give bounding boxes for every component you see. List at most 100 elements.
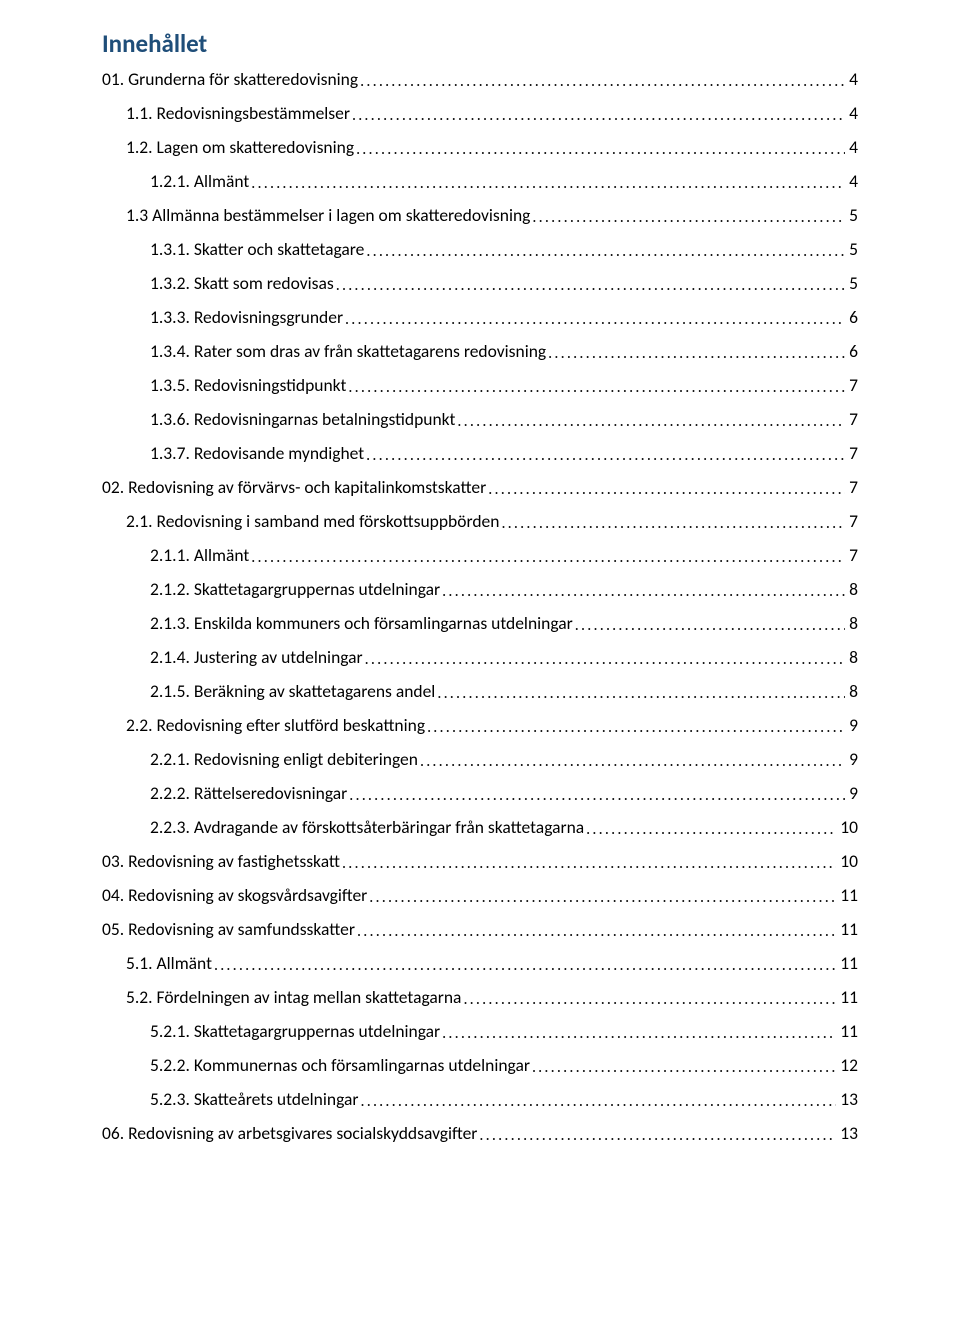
toc-entry-label: 5.1. Allmänt [126, 955, 214, 973]
toc-entry[interactable]: 1.2.1. Allmänt 4 [150, 173, 858, 191]
toc-entry-label: 2.1. Redovisning i samband med förskotts… [126, 513, 501, 531]
toc-entry-page: 7 [845, 377, 858, 395]
toc-entry[interactable]: 5.2. Fördelningen av intag mellan skatte… [126, 989, 858, 1007]
toc-entry-page: 6 [845, 309, 858, 327]
toc-entry-page: 4 [845, 173, 858, 191]
toc-entry[interactable]: 06. Redovisning av arbetsgivares socials… [102, 1125, 858, 1143]
toc-entry[interactable]: 1.1. Redovisningsbestämmelser 4 [126, 105, 858, 123]
toc-entry-label: 2.1.3. Enskilda kommuners och församling… [150, 615, 575, 633]
toc-entry-page: 11 [836, 955, 858, 973]
toc-entry[interactable]: 1.3.3. Redovisningsgrunder 6 [150, 309, 858, 327]
toc-entry-label: 1.3.3. Redovisningsgrunder [150, 309, 345, 327]
toc-entry[interactable]: 2.1.5. Beräkning av skattetagarens andel… [150, 683, 858, 701]
toc-entry-label: 5.2.1. Skattetagargruppernas utdelningar [150, 1023, 442, 1041]
toc-entry-page: 7 [845, 547, 858, 565]
toc-entry[interactable]: 2.1.4. Justering av utdelningar 8 [150, 649, 858, 667]
toc-entry-page: 9 [845, 751, 858, 769]
toc-entry-page: 5 [845, 241, 858, 259]
toc-entry-label: 06. Redovisning av arbetsgivares socials… [102, 1125, 479, 1143]
toc-leader-dots [586, 822, 836, 838]
toc-entry[interactable]: 1.3.7. Redovisande myndighet 7 [150, 445, 858, 463]
toc-entry-label: 2.1.2. Skattetagargruppernas utdelningar [150, 581, 442, 599]
toc-entry[interactable]: 1.3.4. Rater som dras av från skattetaga… [150, 343, 858, 361]
toc-entry[interactable]: 2.1.3. Enskilda kommuners och församling… [150, 615, 858, 633]
toc-entry-label: 2.2. Redovisning efter slutförd beskattn… [126, 717, 427, 735]
toc-leader-dots [360, 1094, 836, 1110]
toc-leader-dots [366, 448, 845, 464]
toc-entry-page: 11 [836, 1023, 858, 1041]
toc-entry-label: 2.1.5. Beräkning av skattetagarens andel [150, 683, 437, 701]
toc-entry-page: 7 [845, 479, 858, 497]
toc-leader-dots [442, 1026, 836, 1042]
toc-entry[interactable]: 02. Redovisning av förvärvs- och kapital… [102, 479, 858, 497]
toc-leader-dots [345, 312, 845, 328]
toc-entry-label: 01. Grunderna för skatteredovisning [102, 71, 360, 89]
toc-entry[interactable]: 04. Redovisning av skogsvårdsavgifter 11 [102, 887, 858, 905]
toc-entry[interactable]: 05. Redovisning av samfundsskatter 11 [102, 921, 858, 939]
toc-leader-dots [349, 788, 845, 804]
toc-entry-page: 11 [836, 921, 858, 939]
toc-entry-page: 7 [845, 411, 858, 429]
toc-entry-page: 10 [836, 819, 858, 837]
toc-entry-label: 1.3.6. Redovisningarnas betalningstidpun… [150, 411, 457, 429]
toc-leader-dots [251, 550, 845, 566]
toc-leader-dots [366, 244, 845, 260]
toc-entry-page: 7 [845, 513, 858, 531]
toc-entry-page: 8 [845, 649, 858, 667]
toc-leader-dots [427, 720, 845, 736]
toc-entry[interactable]: 1.3 Allmänna bestämmelser i lagen om ska… [126, 207, 858, 225]
toc-entry[interactable]: 2.2.3. Avdragande av förskottsåterbäring… [150, 819, 858, 837]
toc-entry[interactable]: 2.2.1. Redovisning enligt debiteringen 9 [150, 751, 858, 769]
toc-entry-page: 9 [845, 785, 858, 803]
toc-entry-page: 9 [845, 717, 858, 735]
toc-leader-dots [575, 618, 845, 634]
toc-entry-page: 8 [845, 683, 858, 701]
toc-entry-label: 2.2.3. Avdragande av förskottsåterbäring… [150, 819, 586, 837]
toc-leader-dots [356, 142, 845, 158]
toc-entry[interactable]: 01. Grunderna för skatteredovisning 4 [102, 71, 858, 89]
toc-entry[interactable]: 2.1. Redovisning i samband med förskotts… [126, 513, 858, 531]
toc-entry-label: 1.3.4. Rater som dras av från skattetaga… [150, 343, 548, 361]
toc-entry[interactable]: 2.2.2. Rättelseredovisningar 9 [150, 785, 858, 803]
toc-leader-dots [251, 176, 845, 192]
toc-entry[interactable]: 5.1. Allmänt 11 [126, 955, 858, 973]
toc-entry[interactable]: 03. Redovisning av fastighetsskatt 10 [102, 853, 858, 871]
toc-leader-dots [348, 380, 845, 396]
toc-entry-page: 13 [836, 1091, 858, 1109]
toc-leader-dots [420, 754, 845, 770]
page-title: Innehållet [102, 28, 858, 59]
toc-leader-dots [457, 414, 845, 430]
toc-entry-label: 2.2.2. Rättelseredovisningar [150, 785, 349, 803]
toc-entry[interactable]: 2.1.2. Skattetagargruppernas utdelningar… [150, 581, 858, 599]
toc-entry-label: 1.3 Allmänna bestämmelser i lagen om ska… [126, 207, 532, 225]
toc-entry-label: 1.3.5. Redovisningstidpunkt [150, 377, 348, 395]
toc-entry-label: 1.1. Redovisningsbestämmelser [126, 105, 352, 123]
toc-entry[interactable]: 5.2.3. Skatteårets utdelningar 13 [150, 1091, 858, 1109]
toc-entry-label: 2.1.4. Justering av utdelningar [150, 649, 365, 667]
toc-entry[interactable]: 1.3.2. Skatt som redovisas 5 [150, 275, 858, 293]
toc-leader-dots [532, 1060, 836, 1076]
toc-leader-dots [352, 108, 845, 124]
toc-entry-label: 05. Redovisning av samfundsskatter [102, 921, 357, 939]
toc-entry[interactable]: 2.2. Redovisning efter slutförd beskattn… [126, 717, 858, 735]
toc-entry[interactable]: 1.3.1. Skatter och skattetagare 5 [150, 241, 858, 259]
toc-entry[interactable]: 1.2. Lagen om skatteredovisning 4 [126, 139, 858, 157]
toc-entry-label: 1.3.2. Skatt som redovisas [150, 275, 336, 293]
toc-entry-label: 2.1.1. Allmänt [150, 547, 251, 565]
toc-entry[interactable]: 5.2.1. Skattetagargruppernas utdelningar… [150, 1023, 858, 1041]
toc-leader-dots [336, 278, 845, 294]
toc-entry-page: 13 [836, 1125, 858, 1143]
toc-entry[interactable]: 5.2.2. Kommunernas och församlingarnas u… [150, 1057, 858, 1075]
toc-entry-label: 1.3.7. Redovisande myndighet [150, 445, 366, 463]
toc-entry[interactable]: 2.1.1. Allmänt 7 [150, 547, 858, 565]
toc-entry[interactable]: 1.3.6. Redovisningarnas betalningstidpun… [150, 411, 858, 429]
toc-leader-dots [360, 74, 845, 90]
toc-leader-dots [532, 210, 845, 226]
toc-entry-page: 4 [845, 105, 858, 123]
toc-leader-dots [342, 856, 836, 872]
toc-leader-dots [463, 992, 836, 1008]
toc-entry[interactable]: 1.3.5. Redovisningstidpunkt 7 [150, 377, 858, 395]
toc-entry-label: 04. Redovisning av skogsvårdsavgifter [102, 887, 369, 905]
toc-entry-label: 1.2. Lagen om skatteredovisning [126, 139, 356, 157]
toc-entry-label: 1.3.1. Skatter och skattetagare [150, 241, 366, 259]
